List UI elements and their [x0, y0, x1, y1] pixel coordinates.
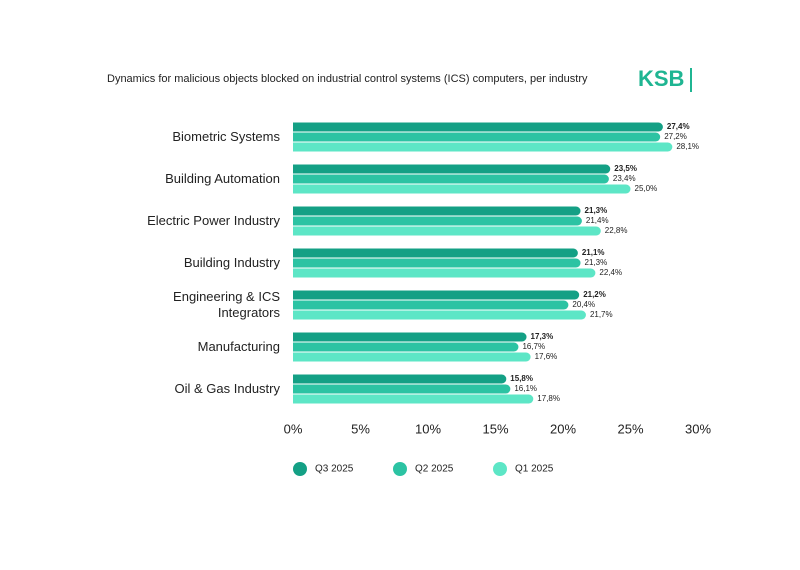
bar: [293, 332, 527, 342]
legend-label: Q1 2025: [515, 464, 554, 475]
bar: [293, 352, 531, 362]
bar: [293, 300, 569, 310]
value-label: 23,5%: [614, 164, 637, 173]
bar: [293, 310, 586, 320]
bar: [293, 174, 609, 184]
value-label: 23,4%: [613, 174, 636, 183]
bar: [293, 394, 534, 404]
legend-swatch: [393, 462, 407, 476]
value-label: 16,7%: [522, 342, 545, 351]
value-label: 15,8%: [510, 374, 533, 383]
x-tick-label: 10%: [415, 421, 441, 436]
x-tick-label: 30%: [685, 421, 711, 436]
value-label: 22,8%: [605, 226, 628, 235]
x-tick-label: 5%: [351, 421, 370, 436]
value-label: 27,2%: [664, 132, 687, 141]
bar: [293, 132, 661, 142]
bar: [293, 248, 578, 258]
category-label: Building Industry: [183, 255, 280, 270]
value-label: 17,3%: [531, 332, 554, 341]
value-label: 16,1%: [514, 384, 537, 393]
x-tick-label: 15%: [482, 421, 508, 436]
value-label: 21,4%: [586, 216, 609, 225]
value-label: 21,3%: [585, 258, 608, 267]
value-label: 25,0%: [635, 184, 658, 193]
bar: [293, 164, 611, 174]
legend-swatch: [493, 462, 507, 476]
x-tick-label: 20%: [550, 421, 576, 436]
bar: [293, 384, 511, 394]
category-label: Biometric Systems: [172, 129, 280, 144]
category-label: Electric Power Industry: [147, 213, 280, 228]
bar: [293, 226, 601, 236]
bar: [293, 374, 507, 384]
value-label: 17,6%: [535, 352, 558, 361]
x-tick-label: 0%: [284, 421, 303, 436]
bar: [293, 342, 519, 352]
bar: [293, 206, 581, 216]
legend-label: Q2 2025: [415, 464, 454, 475]
value-label: 21,1%: [582, 248, 605, 257]
value-label: 17,8%: [537, 394, 560, 403]
category-label: Oil & Gas Industry: [174, 381, 280, 396]
bar: [293, 216, 582, 226]
value-label: 21,7%: [590, 310, 613, 319]
bar: [293, 184, 631, 194]
logo: KSB: [638, 66, 684, 91]
legend-label: Q3 2025: [315, 464, 354, 475]
category-label: Engineering & ICS Integrators: [173, 289, 280, 320]
legend-swatch: [293, 462, 307, 476]
x-tick-label: 25%: [617, 421, 643, 436]
category-label: Manufacturing: [197, 339, 280, 354]
bar: [293, 258, 581, 268]
bar: [293, 290, 580, 300]
bar: [293, 122, 663, 132]
value-label: 21,3%: [585, 206, 608, 215]
bar: [293, 268, 596, 278]
bar: [293, 142, 673, 152]
value-label: 27,4%: [667, 122, 690, 131]
value-label: 20,4%: [572, 300, 595, 309]
value-label: 22,4%: [599, 268, 622, 277]
value-label: 28,1%: [676, 142, 699, 151]
chart-title: Dynamics for malicious objects blocked o…: [107, 73, 588, 85]
value-label: 21,2%: [583, 290, 606, 299]
category-label: Building Automation: [165, 171, 280, 186]
